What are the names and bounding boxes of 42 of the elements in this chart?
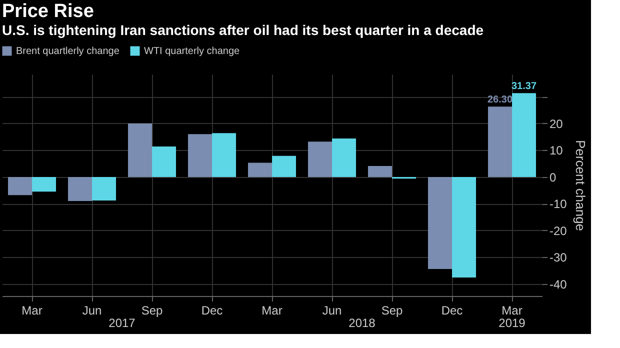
bar [452,176,476,278]
data-label: 31.37 [511,81,537,92]
text: 2019 [498,316,526,330]
text: 2017 [108,316,136,330]
x-tick-label: Mar [22,304,42,318]
bar [8,176,32,196]
legend-label: WTI quarterly change [144,46,240,57]
bar [188,134,212,177]
x-tick-label: Sep [381,304,403,318]
y-tick-label: 10 [550,144,564,158]
bar [368,166,392,177]
x-tick-label: Dec [441,304,463,318]
x-tick-label: Sep [141,304,163,318]
y-axis-title: Percent change [572,140,588,232]
bar [332,138,356,177]
bar [428,176,452,269]
x-tick-label: Jun [322,304,342,318]
chart-title: Price Rise [2,1,94,22]
x-tick-label: Mar [502,304,522,318]
y-tick-label: -10 [550,197,568,212]
legend-label: Brent quartlerly change [16,46,120,57]
bar [248,162,272,177]
bar [272,156,296,177]
text: 2018 [348,316,376,330]
y-tick-label: -30 [550,250,568,265]
bar [68,176,92,202]
bar [152,146,176,177]
bar [32,176,56,192]
chart-subtitle: U.S. is tightening Iran sanctions after oil had its best quarter in a decade [2,22,484,38]
y-tick-label: -40 [550,277,568,292]
y-tick-label: 0 [550,170,556,184]
bar [488,106,512,177]
x-tick-label: Dec [201,304,223,318]
bar [512,93,536,177]
bar [92,176,116,201]
bar [128,123,152,177]
x-tick-label: Mar [262,304,282,318]
bar [212,133,236,177]
y-tick-label: 20 [550,116,564,131]
x-tick-label: Jun [82,304,102,318]
y-tick-label: -20 [550,224,568,238]
bar [308,142,332,177]
